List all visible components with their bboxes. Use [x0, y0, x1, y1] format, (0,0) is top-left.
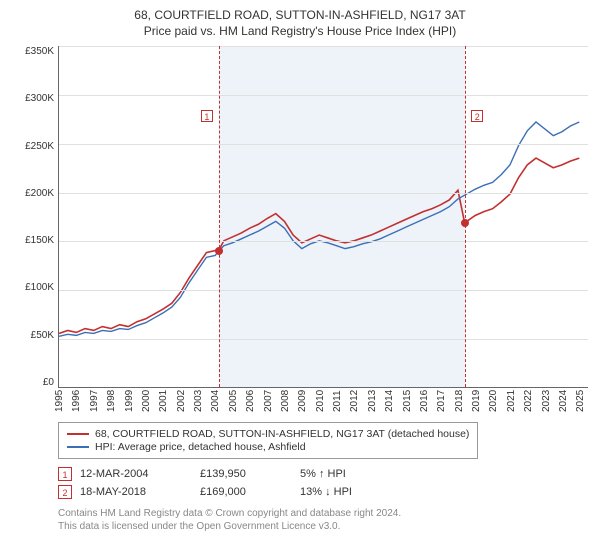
chart-marker-box: 1	[201, 110, 213, 122]
x-tick-label: 2006	[245, 390, 256, 412]
x-tick-label: 2011	[332, 390, 343, 412]
x-tick-label: 1997	[89, 390, 100, 412]
transaction-table: 1 12-MAR-2004 £139,950 5% ↑ HPI 2 18-MAY…	[58, 467, 588, 499]
footer-line: Contains HM Land Registry data © Crown c…	[58, 507, 588, 520]
legend-box: 68, COURTFIELD ROAD, SUTTON-IN-ASHFIELD,…	[58, 422, 478, 459]
x-tick-label: 2015	[402, 390, 413, 412]
y-tick-label: £0	[43, 377, 54, 388]
chart-title: 68, COURTFIELD ROAD, SUTTON-IN-ASHFIELD,…	[12, 8, 588, 22]
transaction-delta: 13% ↓ HPI	[300, 486, 440, 498]
series-line-hpi	[59, 122, 579, 336]
x-tick-label: 2002	[176, 390, 187, 412]
chart-area: £350K£300K£250K£200K£150K£100K£50K£0 12 …	[12, 46, 588, 416]
transaction-date: 18-MAY-2018	[80, 486, 200, 498]
footer-line: This data is licensed under the Open Gov…	[58, 520, 588, 533]
x-tick-label: 2013	[367, 390, 378, 412]
x-tick-label: 2021	[506, 390, 517, 412]
chart-subtitle: Price paid vs. HM Land Registry's House …	[12, 24, 588, 38]
transaction-marker-box: 1	[58, 467, 72, 481]
chart-marker-box: 2	[471, 110, 483, 122]
y-tick-label: £300K	[25, 93, 54, 104]
x-tick-label: 2024	[558, 390, 569, 412]
x-tick-label: 2005	[228, 390, 239, 412]
transaction-price: £139,950	[200, 468, 300, 480]
legend-swatch	[67, 446, 89, 448]
plot-area: 12	[58, 46, 588, 388]
series-line-property	[59, 158, 579, 333]
x-tick-label: 2025	[575, 390, 586, 412]
y-tick-label: £150K	[25, 235, 54, 246]
x-tick-label: 1995	[54, 390, 65, 412]
x-tick-label: 2001	[158, 390, 169, 412]
legend-item: 68, COURTFIELD ROAD, SUTTON-IN-ASHFIELD,…	[67, 428, 469, 440]
y-axis: £350K £300K £250K £200K £150K £100K £50K £0	[12, 46, 58, 388]
x-tick-label: 2023	[541, 390, 552, 412]
x-tick-label: 2012	[349, 390, 360, 412]
x-tick-label: 2017	[436, 390, 447, 412]
x-tick-label: 2000	[141, 390, 152, 412]
x-tick-label: 1999	[124, 390, 135, 412]
point-marker	[461, 219, 469, 227]
legend-label: 68, COURTFIELD ROAD, SUTTON-IN-ASHFIELD,…	[95, 428, 469, 440]
x-tick-label: 2010	[315, 390, 326, 412]
line-layer	[59, 46, 588, 387]
x-tick-label: 2016	[419, 390, 430, 412]
y-tick-label: £200K	[25, 188, 54, 199]
x-tick-label: 2014	[384, 390, 395, 412]
transaction-marker-box: 2	[58, 485, 72, 499]
dashed-vline	[219, 46, 220, 387]
point-marker	[215, 247, 223, 255]
y-tick-label: £50K	[31, 330, 54, 341]
x-tick-label: 2018	[454, 390, 465, 412]
x-tick-label: 2003	[193, 390, 204, 412]
x-tick-label: 2007	[263, 390, 274, 412]
x-tick-label: 2020	[488, 390, 499, 412]
legend-item: HPI: Average price, detached house, Ashf…	[67, 441, 469, 453]
legend-label: HPI: Average price, detached house, Ashf…	[95, 441, 306, 453]
x-tick-label: 2019	[471, 390, 482, 412]
transaction-delta: 5% ↑ HPI	[300, 468, 440, 480]
y-tick-label: £250K	[25, 141, 54, 152]
dashed-vline	[465, 46, 466, 387]
x-tick-label: 2004	[210, 390, 221, 412]
y-tick-label: £350K	[25, 46, 54, 57]
transaction-price: £169,000	[200, 486, 300, 498]
x-tick-label: 1996	[71, 390, 82, 412]
chart-container: 68, COURTFIELD ROAD, SUTTON-IN-ASHFIELD,…	[0, 0, 600, 560]
x-tick-label: 2008	[280, 390, 291, 412]
x-tick-label: 2022	[523, 390, 534, 412]
x-axis: 1995199619971998199920002001200220032004…	[58, 388, 588, 416]
legend-swatch	[67, 433, 89, 435]
x-tick-label: 2009	[297, 390, 308, 412]
x-tick-label: 1998	[106, 390, 117, 412]
transaction-date: 12-MAR-2004	[80, 468, 200, 480]
y-tick-label: £100K	[25, 282, 54, 293]
footer: Contains HM Land Registry data © Crown c…	[58, 507, 588, 533]
